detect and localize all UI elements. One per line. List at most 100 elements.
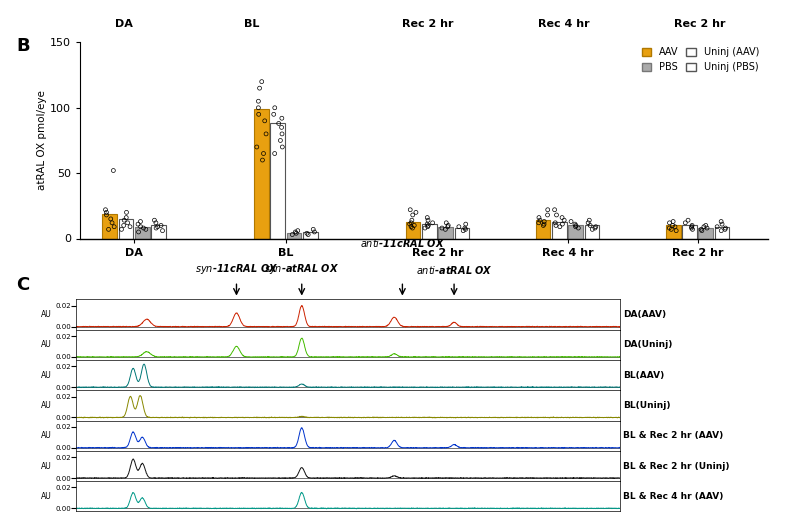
Point [695, 226, 708, 235]
Point [666, 217, 679, 226]
Y-axis label: atRAL OX pmol/eye: atRAL OX pmol/eye [37, 91, 47, 190]
Bar [666, 225, 681, 238]
Point [253, 84, 266, 92]
Text: AU: AU [41, 340, 51, 349]
Bar [536, 220, 550, 238]
Point [106, 218, 118, 227]
Point [267, 110, 280, 119]
Point [669, 223, 682, 231]
Text: DA: DA [115, 19, 133, 29]
Text: BL & Rec 2 hr (Uninj): BL & Rec 2 hr (Uninj) [622, 462, 730, 471]
Point [422, 223, 434, 231]
Point [442, 221, 454, 229]
Point [548, 206, 561, 214]
Point [565, 217, 578, 226]
Point [421, 214, 434, 222]
Point [308, 228, 321, 236]
Point [699, 221, 712, 229]
Point [532, 218, 545, 227]
Bar [568, 225, 583, 238]
Point [534, 216, 546, 224]
Point [260, 130, 273, 138]
Point [406, 224, 419, 232]
Point [100, 208, 113, 217]
Text: $\it{anti}$-11cRAL OX: $\it{anti}$-11cRAL OX [360, 237, 445, 250]
Point [589, 224, 602, 232]
Text: AU: AU [41, 310, 51, 319]
Point [410, 208, 422, 217]
Point [558, 216, 570, 224]
Point [556, 214, 569, 222]
Point [307, 225, 320, 234]
Bar [585, 225, 599, 238]
Bar [151, 225, 166, 238]
Point [719, 224, 732, 232]
Text: Rec 4 hr: Rec 4 hr [538, 19, 590, 29]
Point [139, 225, 152, 234]
Point [100, 211, 113, 219]
Point [256, 156, 269, 164]
Point [291, 226, 304, 235]
Point [274, 136, 287, 145]
Text: DA(Uninj): DA(Uninj) [622, 340, 672, 349]
Text: AU: AU [41, 370, 51, 379]
Point [440, 218, 453, 227]
Bar [270, 123, 285, 238]
Point [156, 226, 169, 235]
Point [132, 228, 145, 236]
Point [670, 226, 682, 235]
Point [99, 206, 112, 214]
Point [458, 224, 471, 232]
Point [714, 217, 727, 226]
Point [258, 117, 271, 125]
Point [118, 216, 130, 224]
Point [570, 223, 582, 231]
Bar [303, 232, 318, 238]
Point [663, 218, 676, 227]
Point [104, 215, 117, 223]
Text: $\it{anti}$-atRAL OX: $\it{anti}$-atRAL OX [416, 263, 493, 276]
Text: DA(AAV): DA(AAV) [622, 310, 666, 319]
Text: BL(AAV): BL(AAV) [622, 370, 664, 379]
Point [120, 208, 133, 217]
Bar [406, 222, 421, 238]
Point [584, 221, 597, 229]
Point [257, 149, 270, 158]
Text: $\it{syn}$-11cRAL OX: $\it{syn}$-11cRAL OX [195, 262, 278, 276]
Point [252, 97, 265, 105]
Point [108, 223, 121, 231]
Point [422, 216, 434, 224]
Point [569, 220, 582, 228]
Point [418, 224, 431, 232]
Point [250, 143, 263, 151]
Point [134, 217, 147, 226]
Point [120, 214, 133, 222]
Point [276, 130, 289, 138]
Text: Rec 2 hr: Rec 2 hr [402, 19, 454, 29]
Point [556, 220, 569, 228]
Point [666, 221, 679, 229]
Point [134, 223, 147, 231]
Point [275, 123, 288, 131]
Point [252, 110, 265, 119]
Text: BL & Rec 4 hr (AAV): BL & Rec 4 hr (AAV) [622, 492, 723, 501]
Point [137, 224, 150, 232]
Text: AU: AU [41, 431, 51, 440]
Point [718, 225, 731, 234]
Point [422, 221, 434, 229]
Text: B: B [16, 37, 30, 55]
Text: AU: AU [41, 462, 51, 471]
Text: C: C [16, 276, 30, 294]
Point [302, 231, 314, 239]
Point [537, 221, 550, 229]
Point [538, 217, 550, 226]
Point [442, 223, 454, 231]
Point [663, 224, 676, 232]
Point [533, 214, 546, 222]
Point [570, 221, 582, 229]
Point [426, 218, 439, 227]
Point [679, 218, 692, 227]
Point [439, 225, 452, 234]
Point [542, 206, 554, 214]
Point [550, 221, 562, 229]
